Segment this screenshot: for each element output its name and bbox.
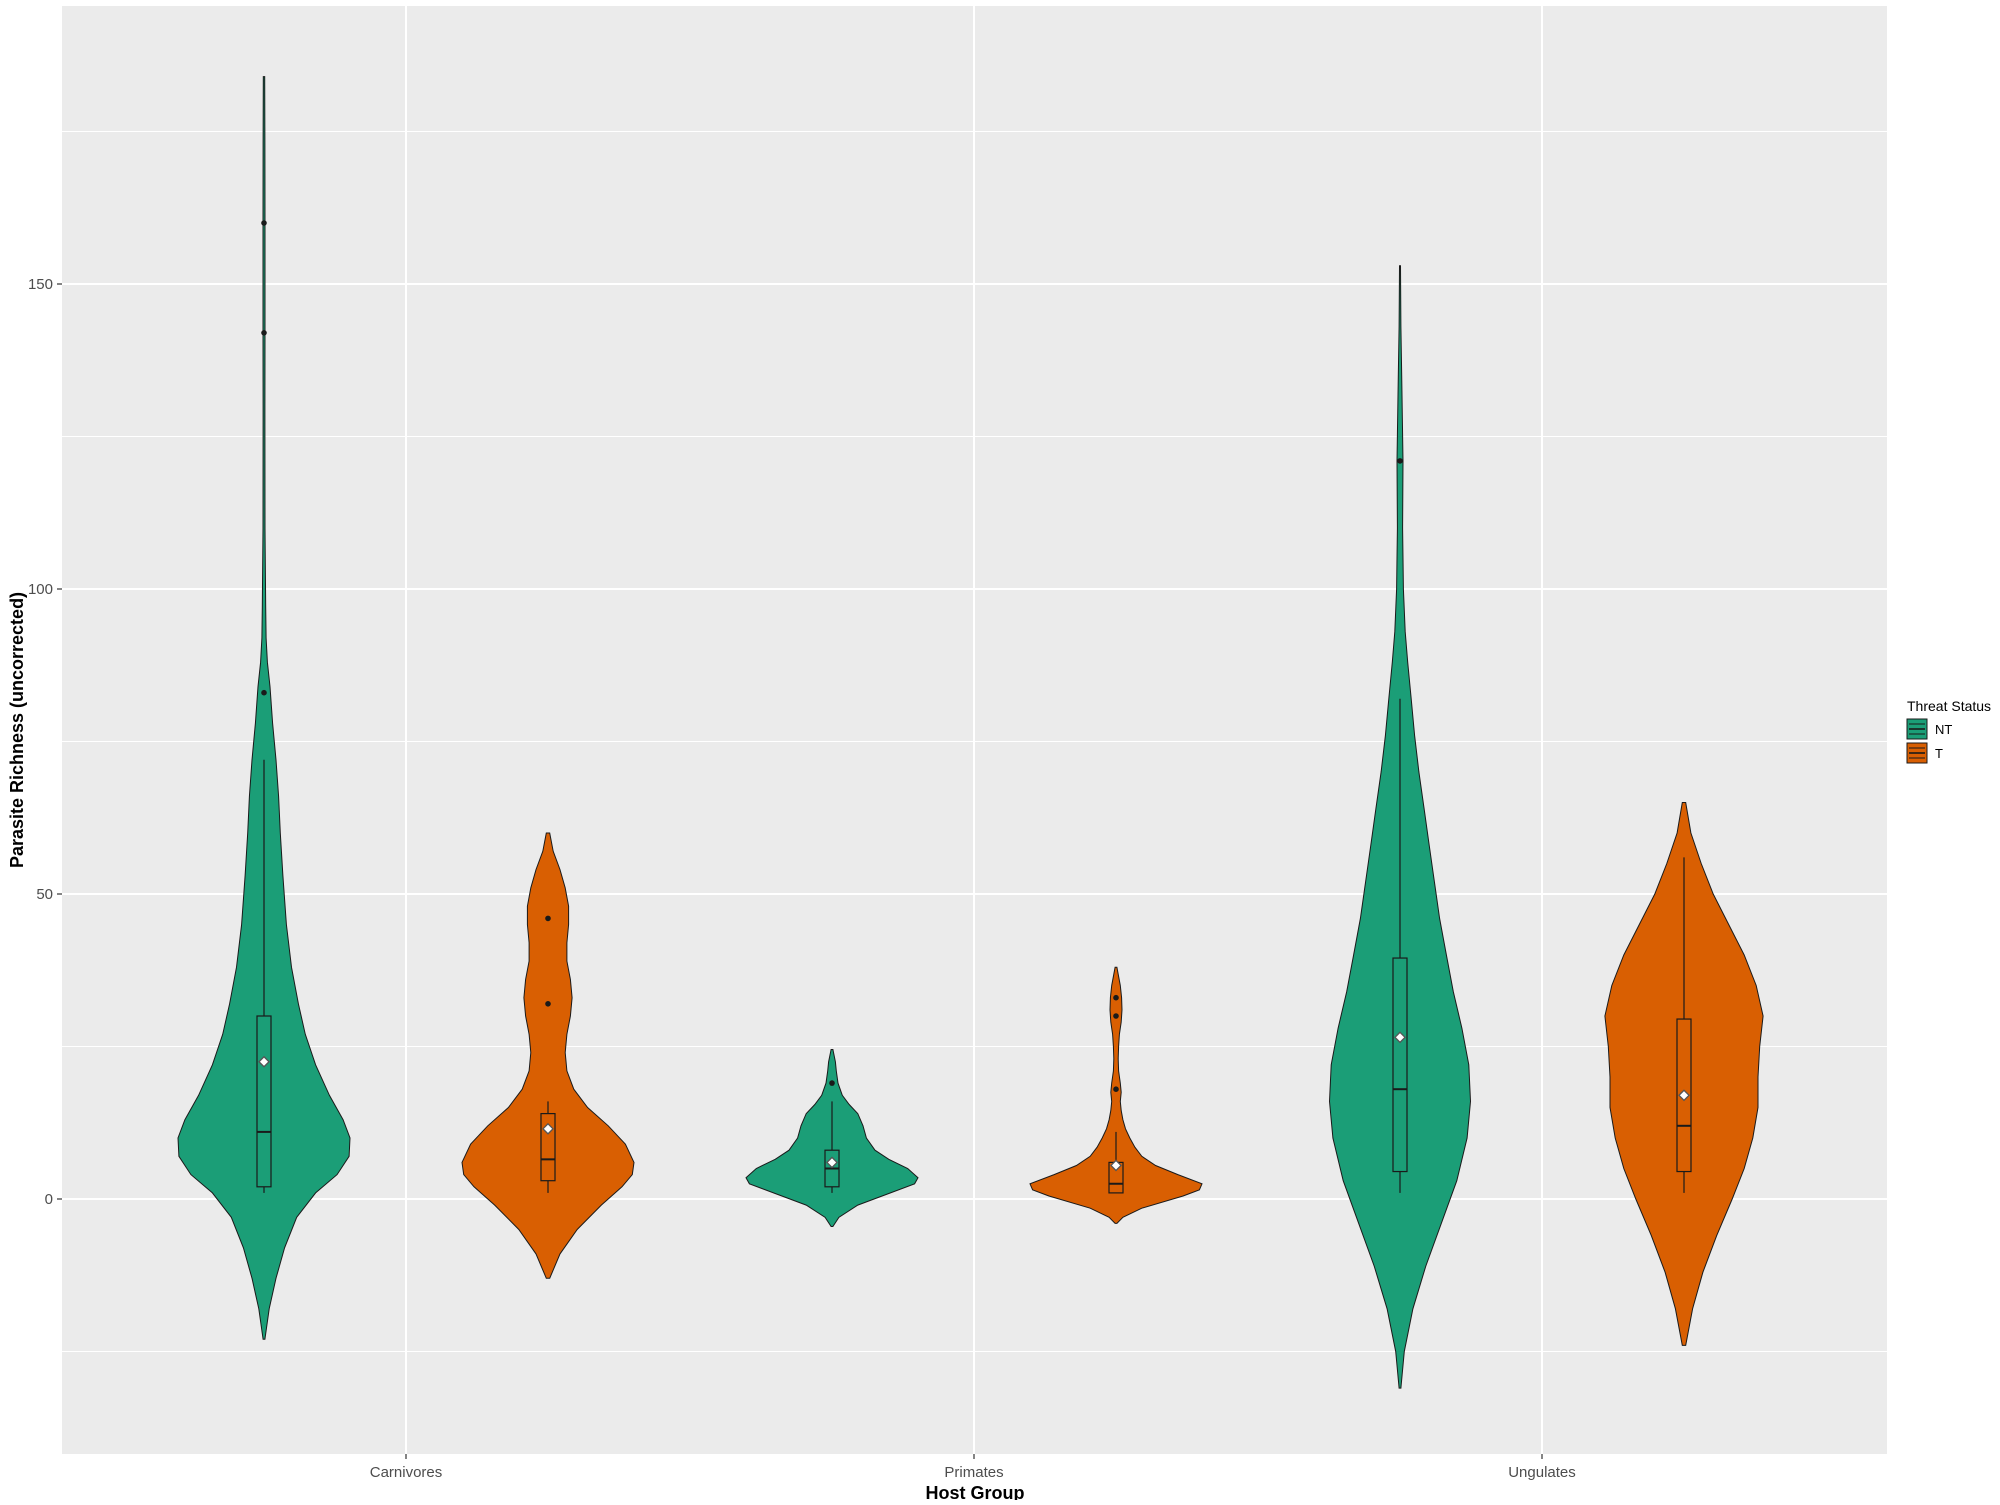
x-tick-label: Carnivores [370, 1464, 443, 1481]
violin-NT-carnivores [177, 76, 351, 1340]
outlier-point [1113, 994, 1119, 1001]
legend: Threat Status NT T [1906, 698, 1991, 764]
mean-marker [258, 1055, 270, 1068]
outlier-point [1397, 458, 1403, 464]
legend-label-T: T [1935, 746, 1943, 761]
outlier-point [545, 1001, 551, 1007]
mean-marker [1394, 1031, 1406, 1044]
outlier-point [1113, 1013, 1119, 1019]
x-tick-label: Primates [944, 1464, 1003, 1481]
y-tick-label: 150 [28, 276, 53, 293]
y-axis-title: Parasite Richness (uncorrected) [7, 592, 27, 868]
outlier-point [1113, 1086, 1119, 1092]
box-iqr [256, 1015, 272, 1188]
legend-keys: NT T [1906, 718, 1952, 764]
violin-T-carnivores [461, 832, 635, 1279]
mean-marker [1678, 1089, 1690, 1102]
outlier-point [261, 689, 267, 696]
outlier-point [261, 330, 267, 336]
y-tick-label: 50 [36, 886, 53, 903]
x-tick-label: Ungulates [1508, 1464, 1576, 1481]
points [258, 220, 1690, 1172]
outlier-point [829, 1080, 835, 1086]
y-tick-label: 100 [28, 581, 53, 598]
outlier-point [261, 220, 267, 226]
violin-T-primates [1029, 966, 1203, 1224]
axes: 0 50 100 150 Carnivores Primates Ungulates [28, 276, 1576, 1481]
x-axis-title: Host Group [926, 1483, 1025, 1500]
mean-marker [1110, 1159, 1122, 1172]
outlier-point [545, 915, 551, 922]
mean-marker [826, 1156, 838, 1169]
legend-label-NT: NT [1935, 722, 1952, 737]
legend-title: Threat Status [1907, 698, 1991, 714]
mean-marker [542, 1122, 554, 1135]
box-iqr [1392, 957, 1408, 1173]
y-tick-label: 0 [45, 1191, 53, 1208]
grid-lines [62, 6, 1887, 1454]
